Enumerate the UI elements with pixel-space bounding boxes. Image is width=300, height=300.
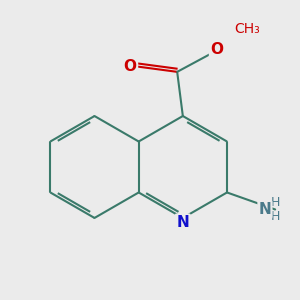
Text: H: H — [271, 196, 280, 209]
Text: CH₃: CH₃ — [234, 22, 260, 36]
Text: O: O — [210, 42, 223, 57]
Text: H: H — [271, 210, 280, 223]
Text: N: N — [176, 215, 189, 230]
Text: N: N — [259, 202, 271, 217]
Text: O: O — [124, 59, 137, 74]
